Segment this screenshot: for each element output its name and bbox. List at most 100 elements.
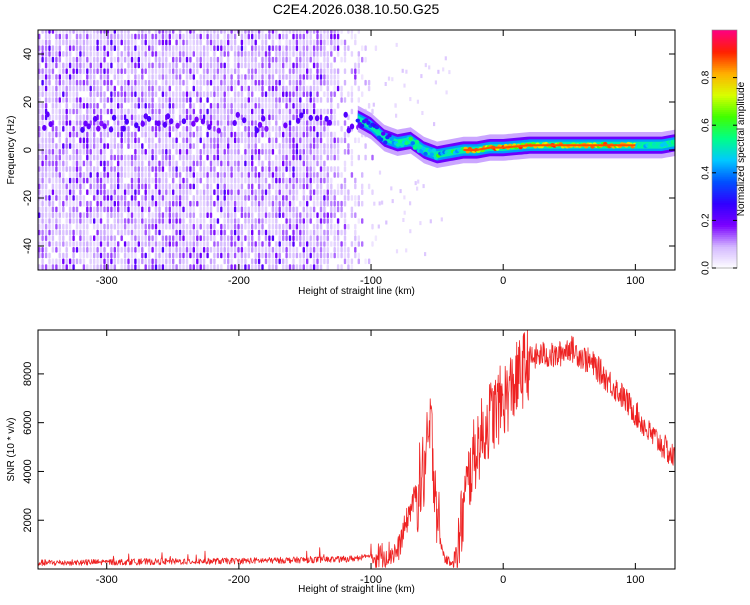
spectrogram-cell bbox=[316, 126, 319, 132]
spectrogram-cell bbox=[93, 166, 96, 172]
spectrogram-cell bbox=[93, 33, 96, 40]
spectrogram-cell bbox=[285, 108, 288, 115]
spectrogram-cell bbox=[333, 247, 336, 253]
spectrogram-cell bbox=[350, 68, 354, 74]
spectrogram-cell bbox=[251, 45, 254, 51]
spectrogram-cell bbox=[316, 264, 319, 270]
spectrogram-cell bbox=[261, 177, 264, 184]
spectrogram-cell bbox=[261, 30, 264, 34]
spectrogram-cell bbox=[227, 258, 230, 265]
spectrogram-cell bbox=[421, 111, 424, 115]
spectrogram-cell bbox=[96, 103, 99, 109]
spectrogram-cell bbox=[264, 200, 268, 207]
spectrogram-cell bbox=[175, 264, 178, 270]
spectrogram-cell bbox=[72, 247, 75, 253]
spectrogram-cell bbox=[199, 200, 202, 207]
spectrogram-cell bbox=[148, 218, 151, 224]
spectrogram-cell bbox=[209, 120, 213, 126]
spectrogram-cell bbox=[206, 62, 209, 69]
spectrogram-cell bbox=[68, 126, 72, 132]
spectrogram-cell bbox=[58, 212, 61, 218]
spectrogram-cell bbox=[106, 30, 110, 34]
spectrogram-cell bbox=[268, 258, 271, 265]
spectrogram-cell bbox=[350, 33, 354, 40]
spectrogram-cell bbox=[282, 56, 285, 63]
spectrogram-cell bbox=[282, 247, 285, 253]
spectrogram-cell bbox=[316, 258, 319, 265]
spectrogram-cell bbox=[302, 85, 305, 92]
spectrogram-cell bbox=[354, 195, 357, 201]
spectrogram-cell bbox=[141, 252, 144, 259]
spectrogram-cell bbox=[96, 247, 99, 253]
spectrogram-cell bbox=[268, 247, 271, 253]
spectrogram-cell bbox=[343, 177, 347, 184]
spectrogram-cell bbox=[144, 166, 147, 172]
spectrogram-cell bbox=[316, 241, 319, 247]
spectrogram-cell bbox=[137, 149, 140, 155]
spectrogram-cell bbox=[38, 62, 41, 69]
spectrogram-cell bbox=[213, 45, 216, 51]
spectrogram-cell bbox=[120, 229, 123, 236]
spectrogram-cell bbox=[278, 183, 281, 190]
spectrogram-cell bbox=[306, 235, 309, 241]
spectrogram-cell bbox=[134, 229, 137, 236]
spectrogram-cell bbox=[151, 97, 154, 103]
spectrogram-cell bbox=[62, 177, 65, 184]
spectrogram-cell bbox=[148, 160, 151, 167]
spectrogram-cell bbox=[216, 45, 220, 51]
spectrogram-cell bbox=[227, 45, 230, 51]
spectrogram-cell bbox=[230, 218, 233, 224]
spectrogram-cell bbox=[326, 172, 329, 178]
spectrogram-cell bbox=[275, 79, 278, 86]
spectrogram-cell bbox=[82, 114, 86, 121]
colorbar-tick-label: 0.4 bbox=[701, 165, 712, 179]
spectrogram-cell bbox=[86, 166, 89, 172]
spectrogram-cell bbox=[292, 33, 295, 40]
colorbar-step bbox=[712, 226, 737, 229]
spectrogram-cell bbox=[333, 235, 336, 241]
spectrogram-cell bbox=[68, 39, 72, 46]
spectrogram-cell bbox=[113, 200, 116, 207]
spectrogram-cell bbox=[223, 45, 226, 51]
spectrogram-cell bbox=[165, 235, 168, 241]
spectrogram-cell bbox=[257, 189, 261, 195]
spectrogram-cell bbox=[151, 218, 154, 224]
colorbar-step bbox=[712, 240, 737, 243]
spectrogram-cell bbox=[82, 149, 86, 155]
spectrogram-cell bbox=[330, 30, 333, 34]
spectrogram-cell bbox=[196, 241, 199, 247]
spectrogram-cell bbox=[58, 229, 61, 236]
spectrogram-cell bbox=[51, 126, 55, 132]
spectrogram-cell bbox=[79, 30, 82, 34]
spectrogram-cell bbox=[254, 223, 257, 230]
spectrogram-cell bbox=[123, 258, 127, 265]
spectrogram-cell bbox=[196, 62, 199, 69]
spectrogram-cell bbox=[227, 30, 230, 34]
spectrogram-cell bbox=[65, 85, 68, 92]
spectrogram-cell bbox=[299, 172, 302, 178]
spectrogram-cell bbox=[323, 252, 326, 259]
spectrogram-cell bbox=[278, 206, 281, 213]
spectrogram-cell bbox=[51, 131, 55, 138]
spectrogram-cell bbox=[196, 45, 199, 51]
spectrogram-cell bbox=[86, 108, 89, 115]
spectrogram-cell bbox=[420, 74, 423, 79]
spectrogram-cell bbox=[75, 200, 79, 207]
spectrogram-cell bbox=[309, 241, 312, 247]
spectrogram-cell bbox=[51, 103, 55, 109]
spectrogram-cell bbox=[251, 68, 254, 74]
spectrogram-cell bbox=[240, 195, 244, 201]
spectrogram-cell bbox=[399, 189, 402, 194]
spectrogram-cell bbox=[220, 166, 223, 172]
spectrogram-cell bbox=[209, 189, 213, 195]
spectrogram-cell bbox=[261, 33, 264, 40]
spectrogram-cell bbox=[275, 56, 278, 63]
spectrogram-cell bbox=[144, 45, 147, 51]
spectrogram-cell bbox=[99, 195, 103, 201]
spectrogram-cell bbox=[357, 235, 360, 241]
colorbar-step bbox=[712, 99, 737, 102]
spectrogram-cell bbox=[330, 74, 333, 80]
spectrogram-cell bbox=[72, 30, 75, 34]
spectrogram-cell bbox=[165, 108, 168, 115]
